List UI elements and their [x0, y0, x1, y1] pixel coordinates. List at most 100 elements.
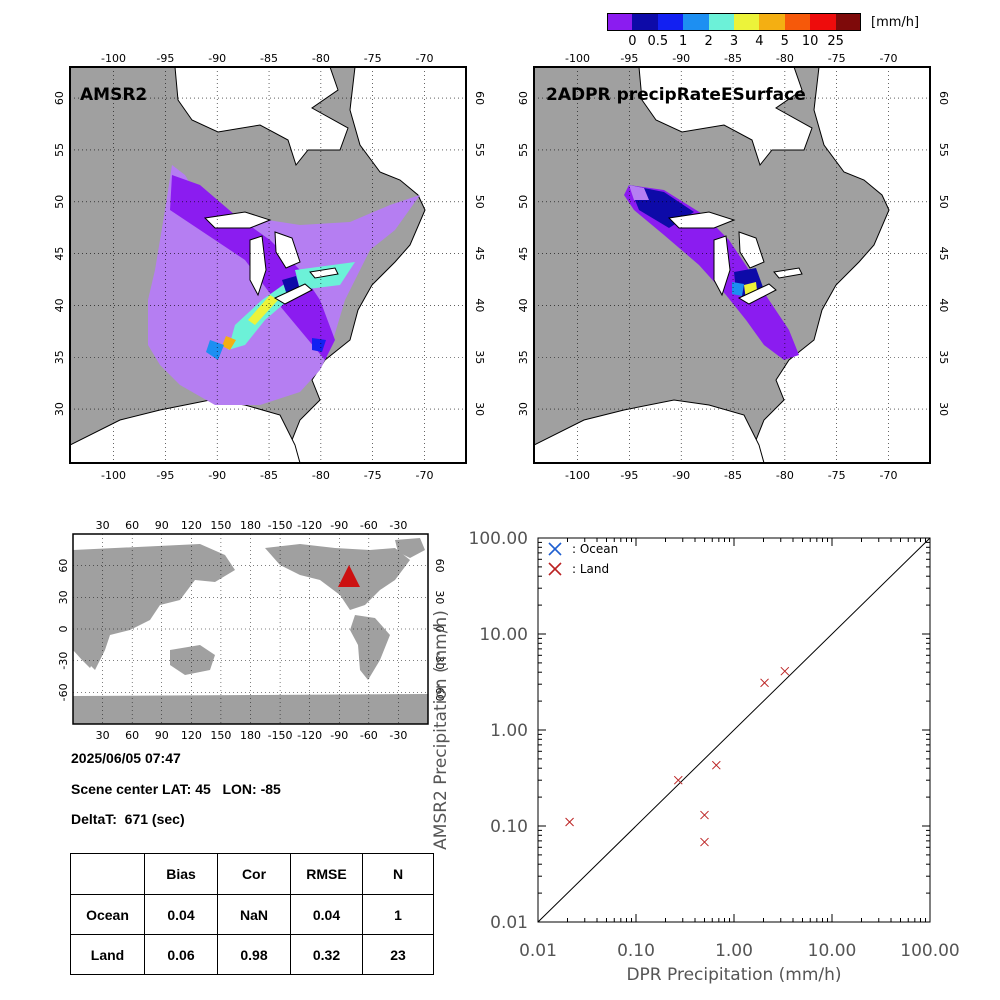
colorbar-tick-label: 3: [729, 34, 739, 49]
lat-tick-label: 55: [517, 143, 530, 157]
colorbar-tick-label: 2: [704, 34, 713, 49]
colorbar-swatch: [734, 13, 760, 31]
lat-tick-label: 35: [53, 350, 66, 364]
lat-tick-label: 30: [53, 402, 66, 416]
lat-tick-label: 55: [937, 143, 950, 157]
lat-tick-label: 40: [53, 298, 66, 312]
globe-lon-tick: 150: [210, 519, 231, 532]
lat-tick-label: 35: [937, 350, 950, 364]
lat-tick-label: 40: [517, 298, 530, 312]
lat-tick-label: 30: [937, 402, 950, 416]
n-cell: 1: [362, 894, 434, 935]
lon-tick-label: -70: [416, 469, 434, 482]
hudson-bay: [174, 67, 349, 167]
globe-lon-tick: -60: [360, 729, 378, 740]
lon-tick-label: -70: [880, 52, 898, 65]
colorbar-tick-label: 25: [827, 34, 844, 49]
scatter-point: [760, 678, 769, 688]
great-lake: [274, 231, 301, 269]
bias-cell: 0.04: [144, 894, 218, 935]
scatter-point: [700, 810, 709, 820]
africa-east: [73, 605, 120, 668]
gulf-of-mexico: [534, 399, 765, 463]
lon-tick-label: -70: [416, 52, 434, 65]
colorbar-swatch: [607, 13, 633, 31]
cor-cell: NaN: [217, 894, 291, 935]
lon-tick-label: -100: [101, 469, 126, 482]
great-lake: [273, 283, 313, 305]
y-tick-label: 0.10: [490, 817, 528, 837]
delta-t: DeltaT: 671 (sec): [71, 811, 185, 827]
lon-tick-label: -80: [312, 52, 330, 65]
dpr-map-title: 2ADPR precipRateESurface: [546, 85, 806, 105]
globe-lon-tick: -60: [360, 519, 378, 532]
lon-tick-label: -85: [260, 469, 278, 482]
globe-lon-tick: 60: [125, 519, 139, 532]
lon-tick-label: -95: [156, 469, 174, 482]
colorbar-swatch: [784, 13, 811, 31]
lon-tick-label: -85: [724, 469, 742, 482]
rain-cell: [312, 338, 326, 352]
lon-tick-label: -75: [364, 469, 382, 482]
lat-tick-label: 60: [53, 91, 66, 105]
lat-tick-label: 60: [473, 91, 486, 105]
amsr2-map-title: AMSR2: [80, 85, 147, 105]
lon-tick-label: -90: [672, 52, 690, 65]
lon-tick-label: -90: [208, 52, 226, 65]
lon-tick-label: -80: [776, 469, 794, 482]
table-header-cell: Bias: [144, 853, 218, 895]
lat-tick-label: 50: [937, 195, 950, 209]
globe-lon-tick: -150: [268, 729, 293, 740]
moderate-rain-band: [624, 185, 799, 360]
great-lake: [249, 235, 267, 297]
x-tick-label: 0.01: [519, 941, 557, 961]
colorbar-swatch: [683, 13, 710, 31]
legend-marker: [548, 562, 562, 576]
great-lake: [737, 283, 777, 305]
light-rain-area: [629, 185, 649, 200]
globe-lon-tick: 120: [181, 729, 202, 740]
rmse-cell: 0.04: [290, 894, 363, 935]
lon-tick-label: -85: [724, 52, 742, 65]
lat-tick-label: 50: [473, 195, 486, 209]
bias-cell: 0.06: [144, 934, 218, 975]
y-tick-label: 100.00: [469, 529, 528, 549]
scatter-point: [673, 775, 683, 785]
great-lake: [203, 211, 272, 229]
amsr2-map: -100 -95 -90 -85 -80 -75 -70 -100 -95 -90 -85 -80 -…: [53, 52, 486, 482]
scene-datetime: 2025/06/05 07:47: [71, 750, 181, 766]
stats-table: Bias Cor RMSE N Ocean 0.04 NaN 0.04 1 La…: [70, 853, 434, 975]
n-cell: 23: [362, 934, 434, 975]
lon-tick-label: -90: [208, 469, 226, 482]
row-label: Ocean: [70, 894, 145, 935]
colorbar-swatch: [657, 13, 684, 31]
globe-lon-tick: -90: [330, 519, 348, 532]
x-tick-label: 100.00: [900, 941, 959, 961]
lat-tick-label: 55: [53, 143, 66, 157]
great-lake: [667, 211, 736, 229]
lon-tick-label: -100: [565, 469, 590, 482]
colorbar-tick-label: 5: [780, 34, 789, 49]
colorbar: [607, 13, 862, 31]
world-locator-map: 30 30 60 60 90 90 120 120 150 150 180 180 -150 -150 -1…: [57, 519, 446, 740]
globe-lon-tick: 180: [240, 519, 261, 532]
globe-lat-tick: 0: [433, 626, 446, 633]
world-continents: [73, 538, 428, 724]
map-frame: [69, 66, 467, 464]
scene-location-marker: [338, 565, 360, 587]
globe-lon-tick: -120: [297, 519, 322, 532]
globe-lon-tick: -120: [297, 729, 322, 740]
colorbar-swatch: [835, 13, 862, 31]
lon-tick-label: -80: [776, 52, 794, 65]
colorbar-swatch: [810, 13, 837, 31]
lon-tick-label: -100: [101, 52, 126, 65]
great-lake: [738, 231, 765, 269]
globe-lat-tick: 60: [433, 559, 446, 573]
globe-lon-tick: 90: [155, 519, 169, 532]
great-lake: [309, 267, 339, 279]
lat-tick-label: 60: [937, 91, 950, 105]
colorbar-swatch: [759, 13, 786, 31]
legend-label: : Ocean: [572, 542, 618, 556]
globe-lat-tick: -60: [433, 683, 446, 701]
lat-tick-label: 40: [937, 298, 950, 312]
